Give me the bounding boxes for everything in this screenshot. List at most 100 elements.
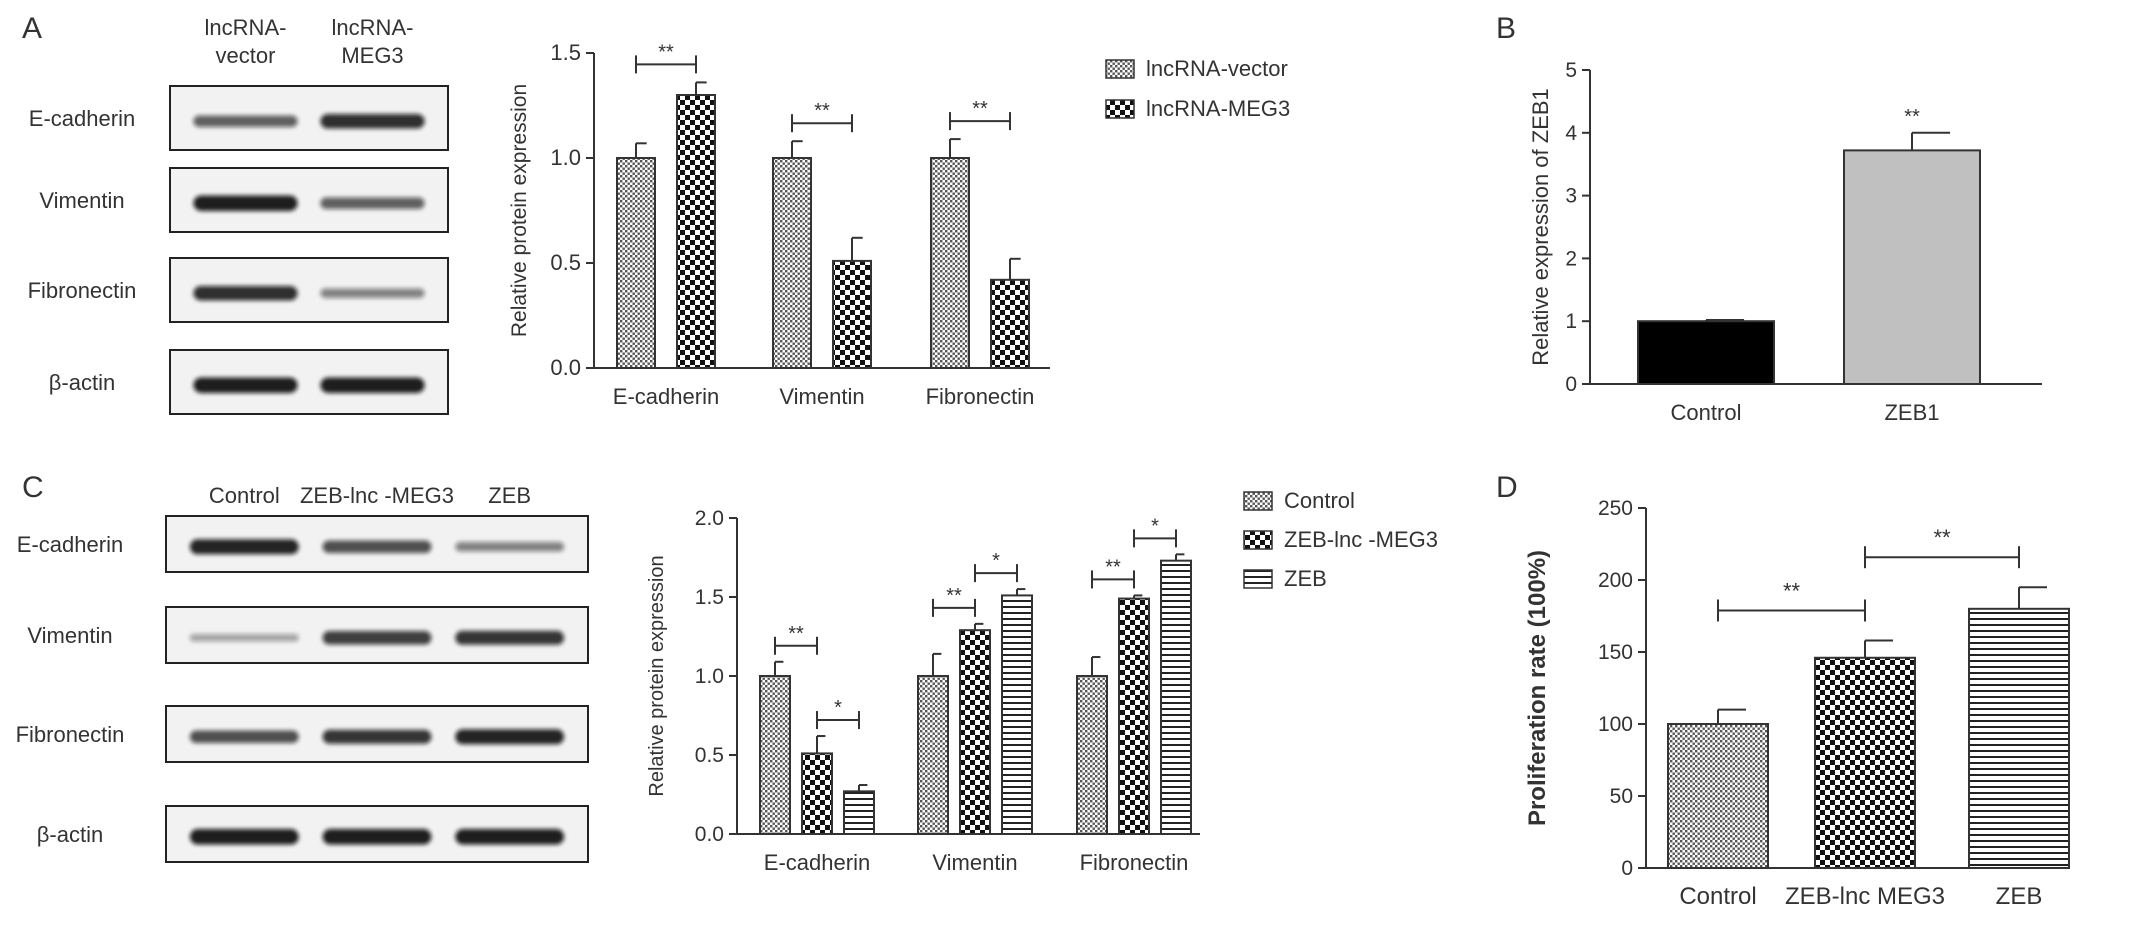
blot-band bbox=[193, 285, 298, 301]
significance-label: ** bbox=[658, 41, 674, 63]
significance-label: ** bbox=[1933, 525, 1951, 550]
blot-row-label: E-cadherin bbox=[17, 532, 123, 557]
blot-band bbox=[455, 729, 565, 745]
blot-band bbox=[320, 377, 425, 393]
y-tick-label: 2.0 bbox=[695, 507, 724, 530]
bar bbox=[772, 157, 812, 369]
blot-band bbox=[193, 195, 298, 211]
bar-chart-c: 0.0 0.5 1.0 1.5 2.0 Relative protein expressi… bbox=[646, 488, 1438, 875]
x-tick-label: Control bbox=[1679, 883, 1756, 910]
blot-band bbox=[455, 630, 565, 645]
blot-band bbox=[320, 288, 425, 298]
y-tick-label: 1 bbox=[1565, 310, 1577, 333]
y-tick-label: 0 bbox=[1621, 857, 1633, 880]
y-axis-label: Relative protein expression bbox=[508, 84, 531, 337]
x-tick-label: ZEB bbox=[1996, 883, 2043, 910]
western-blot-a: lncRNA-vector lncRNA- MEG3 E-cadherin Viment… bbox=[28, 15, 449, 415]
x-tick-label: ZEB-lnc MEG3 bbox=[1785, 883, 1945, 910]
bar bbox=[1160, 559, 1192, 835]
blot-column-label: ZEB bbox=[488, 483, 531, 508]
y-tick-label: 4 bbox=[1565, 122, 1577, 145]
panel-label-c: C bbox=[22, 471, 44, 504]
blot-column-label: ZEB-lnc -MEG3 bbox=[300, 483, 454, 508]
panel-label-d: D bbox=[1496, 471, 1518, 504]
x-tick-label: Vimentin bbox=[779, 384, 864, 409]
y-tick-label: 0.5 bbox=[695, 744, 724, 767]
bar-chart-a: 0.0 0.5 1.0 1.5 Relative protein expression E… bbox=[508, 40, 1290, 409]
blot-row-label: Vimentin bbox=[39, 188, 124, 213]
bar bbox=[917, 675, 949, 835]
significance-label: ** bbox=[788, 623, 804, 645]
y-tick-label: 100 bbox=[1598, 713, 1633, 736]
legend-label: ZEB bbox=[1284, 566, 1327, 591]
bar-chart-d: 0 50 100 150 200 250 Proliferation rate (100%)… bbox=[1524, 497, 2070, 910]
y-tick-label: 0.0 bbox=[550, 355, 581, 380]
blot-row-label: Vimentin bbox=[27, 623, 112, 648]
significance-label: ** bbox=[1783, 578, 1801, 603]
y-axis-label: Proliferation rate (100%) bbox=[1524, 550, 1551, 826]
significance-label: ** bbox=[972, 98, 988, 120]
bar bbox=[1968, 607, 2070, 869]
y-tick-label: 50 bbox=[1610, 785, 1633, 808]
blot-column-label: MEG3 bbox=[341, 43, 403, 68]
bar bbox=[1637, 320, 1775, 386]
significance-label: * bbox=[992, 550, 1000, 572]
bar bbox=[1118, 597, 1150, 836]
bar bbox=[1843, 149, 1981, 385]
legend-swatch bbox=[1105, 59, 1135, 79]
significance-label: * bbox=[1151, 515, 1159, 537]
legend-swatch bbox=[1243, 530, 1273, 550]
blot-band bbox=[189, 730, 299, 744]
bar bbox=[759, 675, 791, 835]
bar bbox=[832, 259, 872, 369]
significance-label: ** bbox=[1904, 106, 1920, 128]
y-tick-label: 250 bbox=[1598, 497, 1633, 520]
blot-band bbox=[193, 377, 298, 393]
bar bbox=[843, 790, 875, 836]
blot-band bbox=[455, 829, 565, 845]
legend-label: lncRNA-MEG3 bbox=[1146, 96, 1290, 121]
blot-row-label: β-actin bbox=[49, 370, 115, 395]
blot-column-label: Control bbox=[209, 483, 280, 508]
significance-label: ** bbox=[946, 585, 962, 607]
bar bbox=[1076, 675, 1108, 835]
significance-label: ** bbox=[814, 100, 830, 122]
blot-column-label: lncRNA- bbox=[205, 15, 287, 40]
blot-band bbox=[189, 829, 299, 845]
blot-band bbox=[455, 542, 565, 552]
blot-row-label: β-actin bbox=[37, 822, 103, 847]
x-tick-label: E-cadherin bbox=[613, 384, 719, 409]
bar bbox=[1667, 723, 1769, 869]
bar bbox=[676, 94, 716, 369]
blot-column-label: vector bbox=[216, 43, 276, 68]
y-tick-label: 5 bbox=[1565, 59, 1577, 82]
blot-band bbox=[189, 634, 299, 642]
y-tick-label: 3 bbox=[1565, 185, 1577, 208]
panel-label-b: B bbox=[1496, 12, 1516, 45]
bar bbox=[990, 278, 1030, 369]
y-tick-label: 200 bbox=[1598, 569, 1633, 592]
blot-band bbox=[320, 113, 425, 129]
x-tick-label: ZEB1 bbox=[1884, 400, 1939, 425]
western-blot-c: Control ZEB-lnc -MEG3 ZEB E-cadherin Vimenti… bbox=[16, 483, 589, 863]
bar bbox=[801, 752, 833, 835]
bar bbox=[616, 157, 656, 369]
panel-label-a: A bbox=[22, 12, 42, 45]
legend-label: Control bbox=[1284, 488, 1355, 513]
y-axis-label: Relative expression of ZEB1 bbox=[1528, 88, 1553, 366]
blot-band bbox=[322, 729, 432, 744]
blot-row-label: E-cadherin bbox=[29, 106, 135, 131]
x-tick-label: Vimentin bbox=[932, 850, 1017, 875]
x-tick-label: Control bbox=[1671, 400, 1742, 425]
blot-band bbox=[193, 115, 298, 127]
y-axis-label: Relative protein expression bbox=[646, 555, 668, 796]
bar bbox=[930, 157, 970, 369]
y-tick-label: 1.0 bbox=[550, 145, 581, 170]
y-tick-label: 2 bbox=[1565, 247, 1577, 270]
legend-label: lncRNA-vector bbox=[1146, 56, 1288, 81]
blot-row-label: Fibronectin bbox=[16, 722, 125, 747]
x-tick-label: E-cadherin bbox=[764, 850, 870, 875]
bar bbox=[1001, 594, 1033, 835]
y-tick-label: 0.5 bbox=[550, 250, 581, 275]
